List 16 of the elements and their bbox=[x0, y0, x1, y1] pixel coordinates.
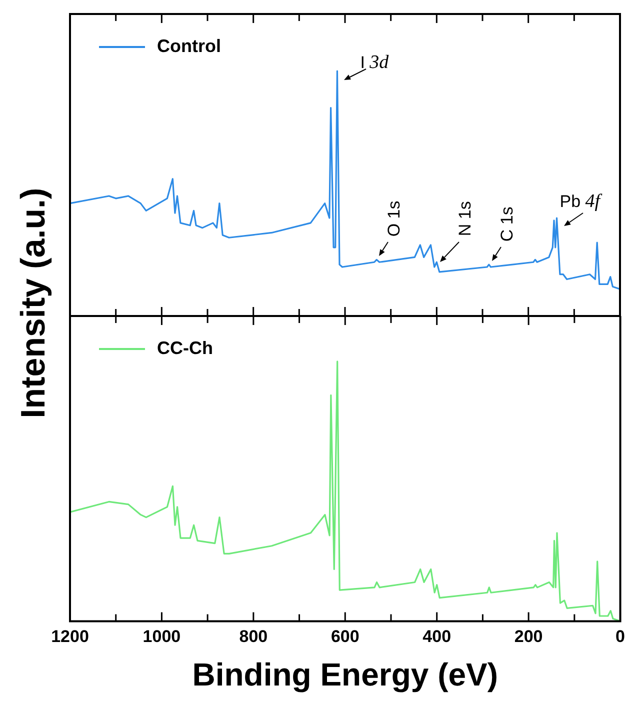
y-axis-title: Intensity (a.u.) bbox=[14, 188, 54, 418]
annotation: Pb 4f bbox=[560, 191, 603, 212]
legend-label: CC-Ch bbox=[157, 338, 213, 358]
annotation: O 1s bbox=[384, 200, 404, 237]
x-axis-title: Binding Energy (eV) bbox=[192, 656, 498, 693]
annotation: C 1s bbox=[498, 206, 517, 242]
x-tick-label: 1000 bbox=[142, 627, 181, 646]
x-tick-label: 400 bbox=[422, 627, 452, 646]
annotation: N 1s bbox=[455, 201, 474, 236]
x-tick-label: 800 bbox=[239, 627, 268, 646]
x-tick-label: 600 bbox=[330, 627, 360, 646]
legend-label: Control bbox=[157, 36, 221, 56]
x-tick-label: 1200 bbox=[51, 627, 89, 646]
annotation: I 3d bbox=[360, 52, 390, 74]
x-tick-label: 0 bbox=[616, 627, 626, 646]
x-tick-label: 200 bbox=[514, 627, 543, 646]
